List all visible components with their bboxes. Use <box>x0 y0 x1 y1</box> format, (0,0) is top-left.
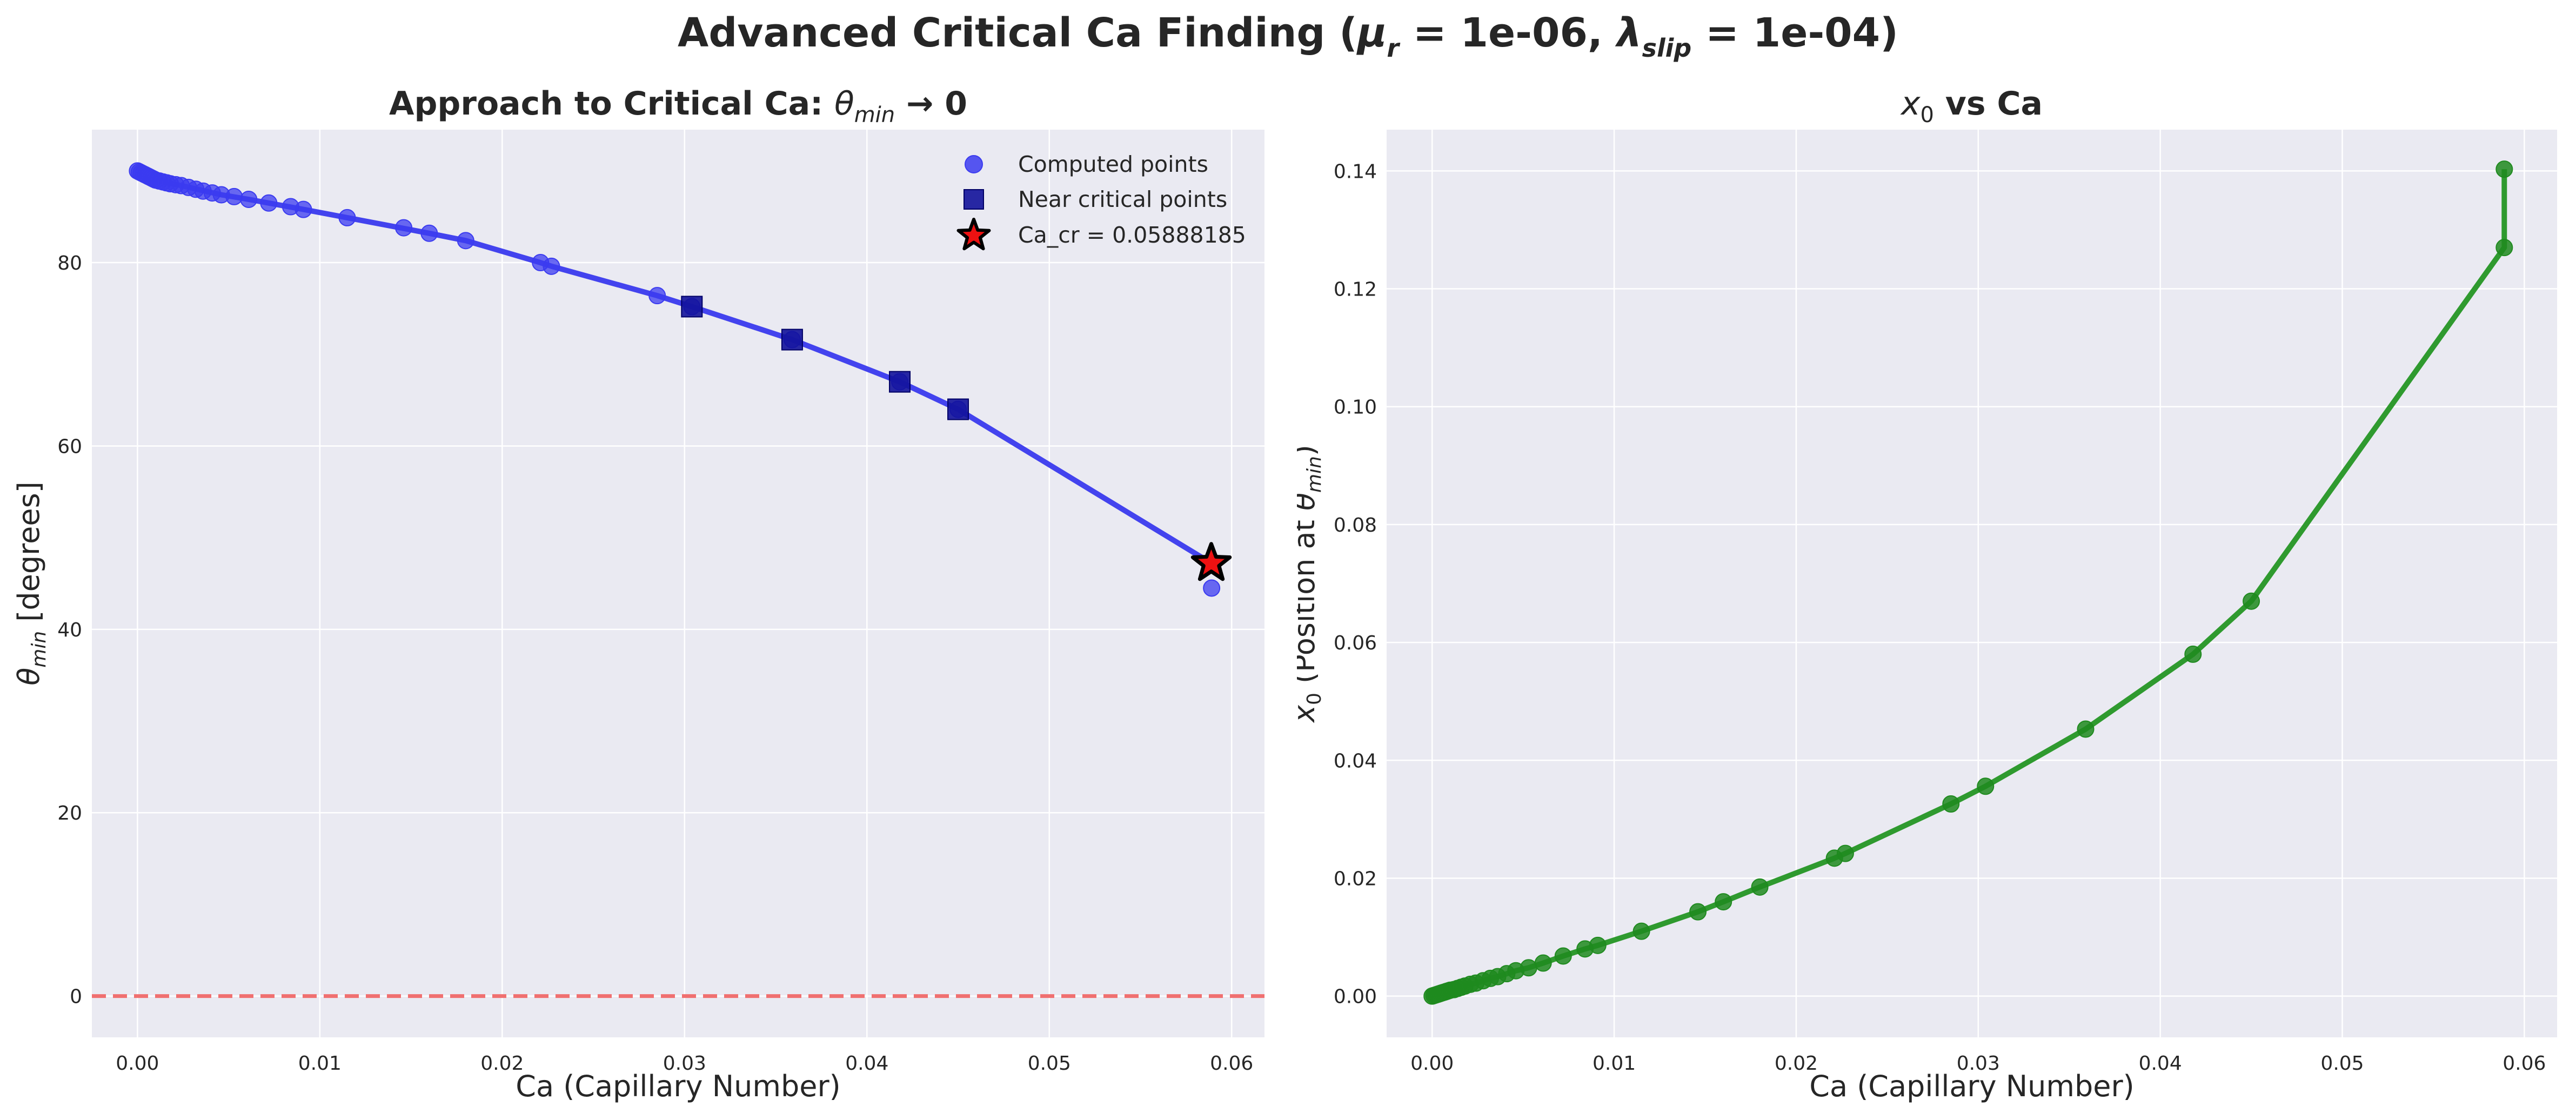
y-tick-label: 0.04 <box>1334 750 1377 772</box>
x0-point <box>1715 893 1732 911</box>
x0-point <box>1534 954 1552 972</box>
y-tick-label: 0.00 <box>1334 986 1377 1008</box>
x-tick-label: 0.01 <box>1593 1052 1636 1075</box>
x-tick-labels: 0.00 0.01 0.02 0.03 0.04 0.05 0.06 <box>116 1052 1253 1075</box>
x-tick-label: 0.04 <box>845 1052 888 1075</box>
figure-title-lambda-sub: slip <box>1642 33 1692 63</box>
y-tick-label: 20 <box>57 802 82 824</box>
computed-point <box>225 187 243 205</box>
y-tick-labels: 0 20 40 60 80 <box>57 252 82 1008</box>
y-tick-label: 80 <box>57 252 82 274</box>
right-x-axis-label: Ca (Capillary Number) <box>1809 1069 2135 1103</box>
x0-points <box>1423 160 2513 1005</box>
x0-point <box>1520 959 1537 977</box>
figure-title-suffix: = 1e-04) <box>1691 10 1898 56</box>
x-tick-label: 0.05 <box>2320 1052 2364 1075</box>
x-tick-label: 0.00 <box>1410 1052 1454 1075</box>
x0-chart: 0.00 0.01 0.02 0.03 0.04 0.05 0.06 0.000.020.0… <box>1297 85 2557 1103</box>
x0-point <box>1751 878 1769 896</box>
x-tick-label: 0.02 <box>480 1052 524 1075</box>
x-tick-label: 0.03 <box>1957 1052 2000 1075</box>
left-y-axis-label: θmin [degrees] <box>12 481 50 686</box>
grid <box>1387 130 2557 1037</box>
computed-point <box>395 219 413 237</box>
theta-min-chart: 0.00 0.01 0.02 0.03 0.04 0.05 0.06 0 20 40 60 80 A… <box>12 85 1264 1103</box>
x0-point <box>2495 239 2513 257</box>
y-tick-label: 0 <box>70 986 82 1008</box>
legend-computed-label: Computed points <box>1018 151 1208 177</box>
y-tick-label: 40 <box>57 619 82 641</box>
x-tick-label: 0.04 <box>2139 1052 2182 1075</box>
computed-point <box>338 209 356 226</box>
x0-point <box>1836 844 1854 862</box>
critical-star-marker <box>1190 542 1232 581</box>
near-critical-point <box>947 398 969 420</box>
y-tick-label: 0.02 <box>1334 868 1377 890</box>
computed-point <box>648 287 666 305</box>
x-tick-label: 0.05 <box>1028 1052 1071 1075</box>
near-critical-point <box>681 296 703 318</box>
x0-point <box>2184 645 2202 663</box>
computed-point <box>420 224 438 242</box>
figure-title-lambda: λ <box>1616 10 1642 56</box>
x0-point <box>1942 795 1960 813</box>
left-x-axis-label: Ca (Capillary Number) <box>516 1069 841 1103</box>
legend-near-critical-label: Near critical points <box>1018 186 1227 212</box>
figure-title-mu-sub: r <box>1387 33 1400 63</box>
computed-point <box>260 194 278 212</box>
figure-title: Advanced Critical Ca Finding (μr = 1e-06… <box>0 10 2576 63</box>
legend-critical-label: Ca_cr = 0.05888185 <box>1018 222 1246 248</box>
left-plot-title: Approach to Critical Ca: θmin → 0 <box>389 85 967 128</box>
x0-point <box>1977 777 1995 795</box>
right-y-axis-label: x0 (Position at θmin) <box>1297 445 1326 723</box>
figure-title-mu: μ <box>1357 10 1387 56</box>
x0-point <box>2243 592 2260 610</box>
x-tick-label: 0.06 <box>2503 1052 2546 1075</box>
computed-point <box>1203 579 1221 597</box>
legend-star-shape <box>956 218 991 251</box>
computed-point <box>457 232 474 250</box>
grid <box>92 130 1264 1037</box>
y-tick-label: 0.14 <box>1334 160 1377 183</box>
y-tick-label: 0.06 <box>1334 632 1377 654</box>
near-critical-point <box>781 328 803 351</box>
legend-critical-marker <box>956 218 991 251</box>
x0-point <box>2077 720 2095 738</box>
legend-computed-marker <box>965 155 983 173</box>
right-plot-title: x0 vs Ca <box>1900 85 2043 128</box>
computed-point <box>543 257 560 275</box>
figure-title-mid: = 1e-06, <box>1399 10 1617 56</box>
x-tick-label: 0.01 <box>298 1052 342 1075</box>
x-tick-labels: 0.00 0.01 0.02 0.03 0.04 0.05 0.06 <box>1410 1052 2546 1075</box>
legend: Computed points Near critical points Ca_… <box>956 151 1246 251</box>
near-critical-point <box>889 371 911 393</box>
y-tick-label: 0.10 <box>1334 397 1377 419</box>
x-tick-label: 0.00 <box>116 1052 159 1075</box>
x-tick-label: 0.03 <box>663 1052 706 1075</box>
x0-point <box>1689 903 1707 921</box>
y-tick-label: 0.12 <box>1334 279 1377 301</box>
x-tick-label: 0.02 <box>1775 1052 1818 1075</box>
y-tick-label: 60 <box>57 435 82 458</box>
y-tick-labels: 0.00 0.02 0.04 0.06 0.08 0.10 0.12 0.14 <box>1334 160 1377 1008</box>
computed-point <box>295 200 312 218</box>
x0-point <box>2495 160 2513 178</box>
figure-title-prefix: Advanced Critical Ca Finding ( <box>678 10 1357 56</box>
plot-area <box>1387 130 2557 1037</box>
legend-near-critical-marker <box>964 189 984 210</box>
computed-point <box>240 190 258 208</box>
near-critical-points <box>681 296 969 420</box>
x0-point <box>1589 936 1607 954</box>
plot-area <box>92 130 1264 1037</box>
x-tick-label: 0.06 <box>1210 1052 1253 1075</box>
y-tick-label: 0.08 <box>1334 514 1377 536</box>
x0-point <box>1632 922 1650 940</box>
x0-point <box>1554 947 1572 965</box>
critical-point <box>1190 542 1232 581</box>
